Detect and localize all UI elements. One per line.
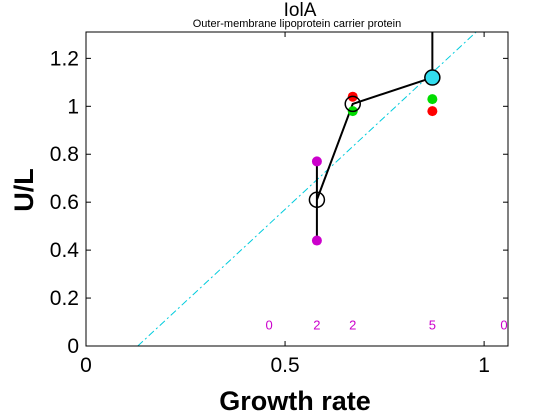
count-label: 0 [500,317,507,332]
data-point [427,94,438,105]
y-axis-label: U/L [9,168,39,212]
x-tick-label: 1 [478,354,490,377]
reference-line [137,32,477,346]
y-tick-label: 0.4 [50,239,80,262]
data-point [427,106,438,117]
data-point [311,156,322,167]
y-tick-label: 1.2 [50,47,79,70]
y-tick-label: 1 [67,95,79,118]
x-tick-label: 0 [80,354,92,377]
y-axis: 0 0.2 0.4 0.6 0.8 1 1.2 [50,47,508,358]
x-axis-label: Growth rate [219,386,371,416]
y-tick-label: 0.2 [50,287,79,310]
y-tick-label: 0.8 [50,143,79,166]
y-tick-label: 0.6 [50,191,79,214]
plot-frame [85,31,509,347]
mean-point [424,69,441,86]
x-tick-label: 0.5 [270,354,299,377]
mean-line [315,76,433,201]
chart-subtitle: Outer-membrane lipoprotein carrier prote… [193,18,401,30]
count-label: 0 [266,317,273,332]
count-label: 5 [429,317,436,332]
plot-area: 0 2 2 5 0 [137,32,508,346]
count-label: 2 [313,317,320,332]
mean-point [308,191,326,209]
mean-point [344,95,361,113]
data-point [311,235,322,246]
count-label: 2 [349,317,356,332]
chart-title: IolA [284,0,317,21]
x-axis: 0 0.5 1 [80,32,490,377]
y-tick-label: 0 [67,335,79,358]
